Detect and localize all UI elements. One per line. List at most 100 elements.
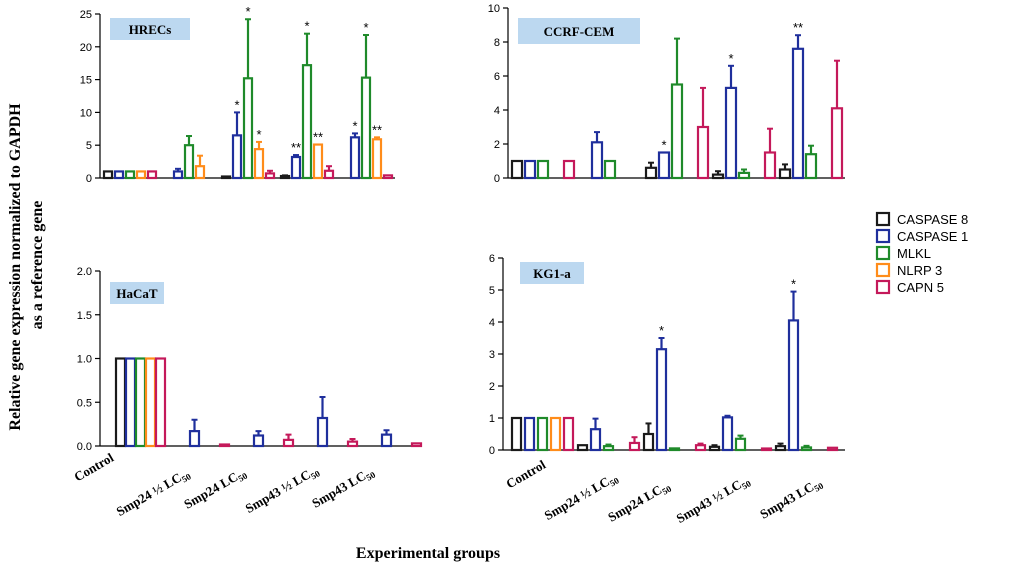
significance-marker: * <box>304 19 309 34</box>
panel-title: CCRF-CEM <box>544 24 615 39</box>
bar-mlkl <box>301 64 313 180</box>
panel-title-box <box>110 18 190 40</box>
y-tick-label: 8 <box>494 37 500 49</box>
bar-nlrp-3 <box>312 143 324 180</box>
category-label: Smp24 LC50 <box>181 464 249 513</box>
bar-mlkl <box>603 159 617 180</box>
y-tick-label: 0 <box>86 173 92 185</box>
bar-caspase-1 <box>113 170 125 180</box>
legend-swatch <box>875 228 891 244</box>
y-tick-label: 0.0 <box>77 441 92 453</box>
bar-caspase-8 <box>708 445 721 452</box>
category-label: Smp43 ½ LC50 <box>674 472 754 528</box>
bar-capn-5 <box>146 170 158 180</box>
legend-label: CASPASE 1 <box>897 229 968 244</box>
significance-marker: ** <box>372 122 382 137</box>
bar-capn-5 <box>696 125 710 180</box>
bar-capn-5 <box>830 107 844 180</box>
significance-marker: ** <box>291 140 301 155</box>
legend-swatch <box>875 279 891 295</box>
panel-title: HRECs <box>129 22 172 37</box>
significance-marker: * <box>234 97 239 112</box>
bar-nlrp-3 <box>144 357 157 448</box>
bar-caspase-1 <box>657 151 671 180</box>
bar-caspase-8 <box>778 168 792 180</box>
y-tick-label: 2 <box>494 139 500 151</box>
bar-caspase-1 <box>231 134 243 180</box>
legend-item-nlrp-3: NLRP 3 <box>875 262 942 278</box>
bar-nlrp-3 <box>253 148 265 180</box>
y-tick-label: 25 <box>80 9 92 21</box>
legend-label: MLKL <box>897 246 931 261</box>
legend-item-mlkl: MLKL <box>875 245 931 261</box>
bar-capn-5 <box>410 442 423 448</box>
panel-title-box <box>518 18 640 44</box>
significance-marker: * <box>363 20 368 35</box>
bar-capn-5 <box>264 172 276 180</box>
bar-caspase-1 <box>124 357 137 448</box>
significance-marker: * <box>728 51 733 66</box>
bar-capn-5 <box>694 444 707 452</box>
bar-caspase-8 <box>102 170 114 180</box>
significance-marker: * <box>352 118 357 133</box>
bar-caspase-8 <box>711 173 725 180</box>
legend-swatch <box>875 262 891 278</box>
panel-title-box <box>520 262 584 284</box>
y-tick-label: 20 <box>80 42 92 54</box>
legend-item-capn-5: CAPN 5 <box>875 279 944 295</box>
bar-caspase-1 <box>721 416 734 452</box>
bar-capn-5 <box>282 438 295 448</box>
bar-caspase-8 <box>774 445 787 452</box>
panel-title-box <box>110 282 164 304</box>
bar-caspase-1 <box>791 47 805 180</box>
category-label: Smp24 ½ LC50 <box>114 465 194 521</box>
bar-nlrp-3 <box>371 138 383 180</box>
y-tick-label: 4 <box>489 317 495 329</box>
panel-title: KG1-a <box>533 266 571 281</box>
bar-capn-5 <box>763 151 777 180</box>
significance-marker: * <box>661 138 666 153</box>
bar-caspase-8 <box>644 166 658 180</box>
y-tick-label: 0 <box>494 173 500 185</box>
bar-capn-5 <box>382 174 394 180</box>
significance-marker: * <box>245 4 250 19</box>
y-tick-label: 2.0 <box>77 266 92 278</box>
bar-capn-5 <box>323 169 335 180</box>
bar-mlkl <box>670 83 684 180</box>
legend-item-caspase-8: CASPASE 8 <box>875 211 968 227</box>
bar-caspase-8 <box>510 416 523 452</box>
bar-mlkl <box>804 153 818 180</box>
significance-marker: ** <box>313 130 323 145</box>
y-axis-label-line-1: Relative gene expression normalized to G… <box>7 103 24 431</box>
bar-capn-5 <box>826 446 839 452</box>
bar-capn-5 <box>628 441 641 452</box>
x-axis-label: Experimental groups <box>356 545 500 562</box>
y-tick-label: 1 <box>489 413 495 425</box>
category-label: Smp43 LC50 <box>309 463 377 512</box>
bar-mlkl <box>124 170 136 180</box>
bar-capn-5 <box>154 357 167 448</box>
bar-mlkl <box>800 446 813 452</box>
bar-capn-5 <box>218 443 231 448</box>
bar-caspase-8 <box>642 432 655 452</box>
y-tick-label: 5 <box>86 140 92 152</box>
y-tick-label: 10 <box>80 107 92 119</box>
bar-mlkl <box>134 357 147 448</box>
bar-caspase-1 <box>316 416 329 448</box>
legend-item-caspase-1: CASPASE 1 <box>875 228 968 244</box>
panel-title: HaCaT <box>116 286 158 301</box>
bar-caspase-1 <box>655 348 668 452</box>
bar-caspase-1 <box>787 319 800 452</box>
bar-caspase-1 <box>172 170 184 180</box>
bar-mlkl <box>668 447 681 452</box>
bar-mlkl <box>536 416 549 452</box>
category-label: Control <box>503 457 548 492</box>
bar-mlkl <box>734 437 747 452</box>
y-tick-label: 1.0 <box>77 354 92 366</box>
y-tick-label: 10 <box>488 3 500 15</box>
category-label: Control <box>71 450 116 485</box>
bar-mlkl <box>360 76 372 180</box>
